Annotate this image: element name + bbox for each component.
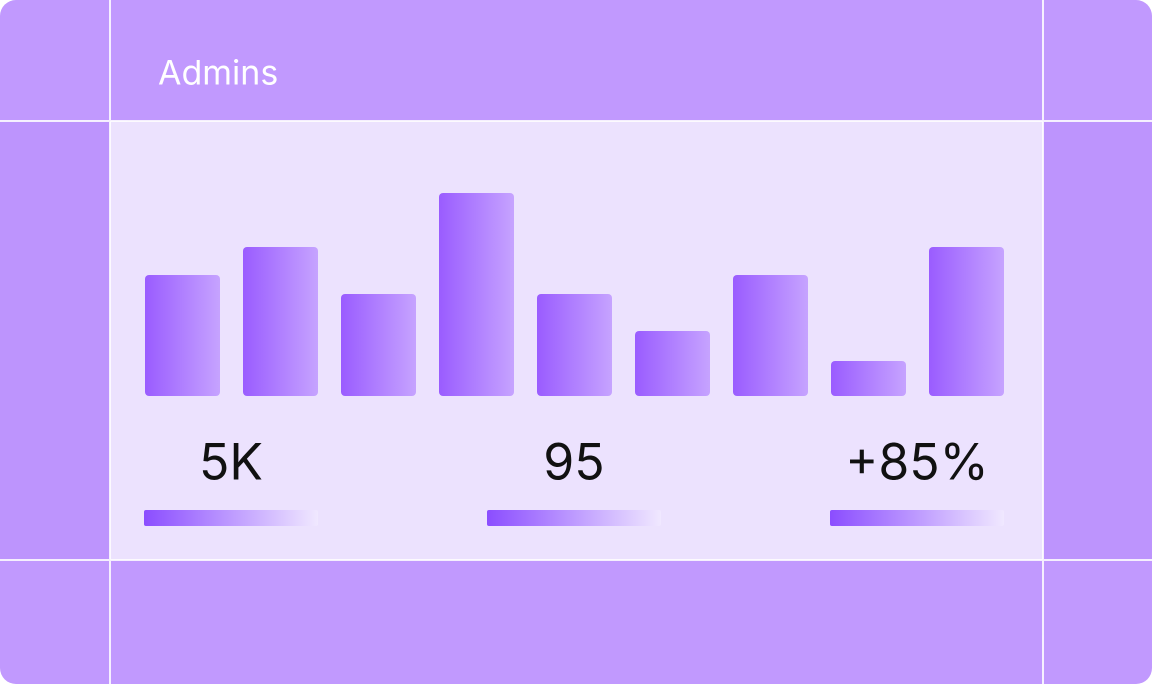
stat-value: +85% [845,433,989,493]
stat-underline [830,510,1004,526]
bar [145,275,220,396]
stat-underline [487,510,661,526]
bar [733,275,808,396]
side-panel [0,121,110,560]
stats: 5K 95 +85% [144,433,1004,526]
bar [929,247,1004,396]
stat-value: 95 [543,433,604,493]
stat-value: 5K [199,433,263,493]
side-panel [1043,121,1152,560]
bar [537,294,612,396]
card-title: Admins [158,52,278,93]
bar [831,361,906,396]
bar [243,247,318,396]
bar [439,193,514,396]
bar [341,294,416,396]
bar [635,331,710,396]
stat-underline [144,510,318,526]
bar-chart [145,193,1004,396]
